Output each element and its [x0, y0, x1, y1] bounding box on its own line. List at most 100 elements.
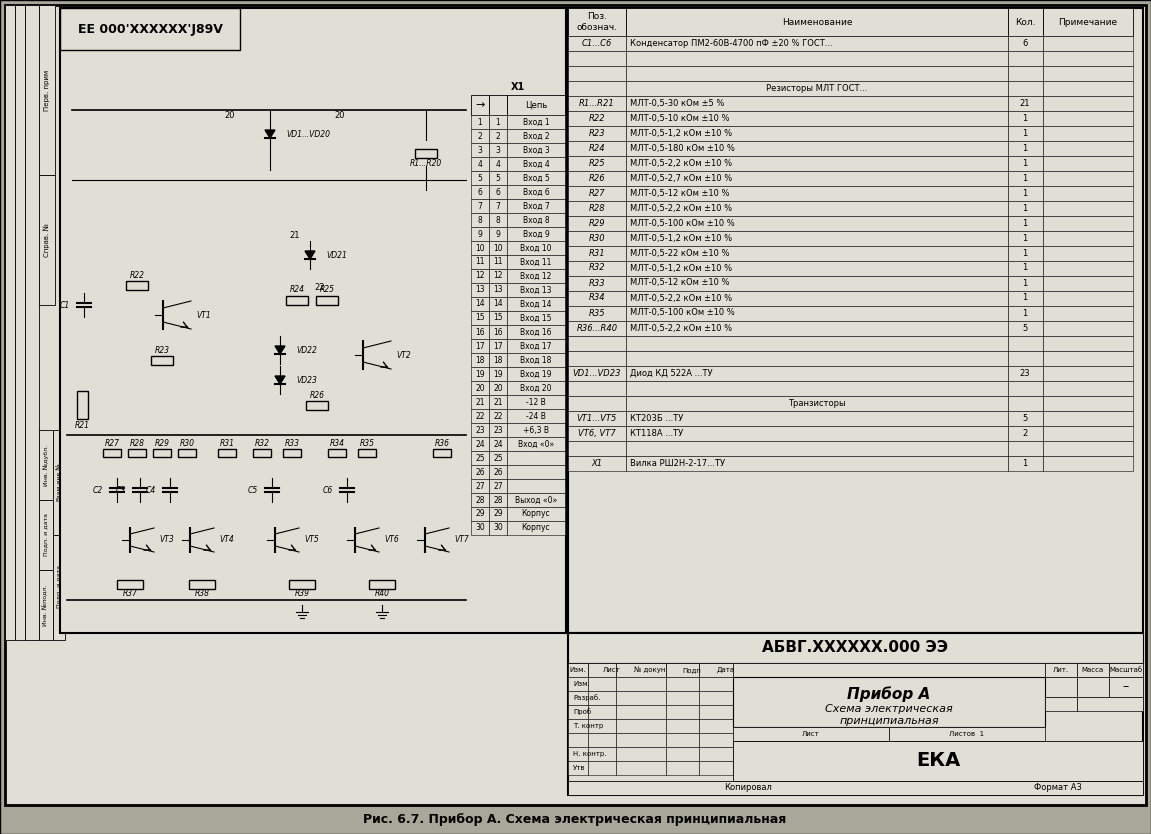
Text: VD1...VD23: VD1...VD23 — [573, 369, 622, 378]
Bar — [567, 201, 626, 216]
Bar — [489, 409, 506, 423]
Bar — [471, 255, 489, 269]
Text: Лист: Лист — [603, 667, 620, 673]
Text: 22: 22 — [314, 283, 326, 292]
Bar — [151, 356, 173, 365]
Bar — [1043, 261, 1133, 276]
Bar — [1043, 8, 1133, 36]
Bar — [117, 580, 143, 589]
Bar — [1008, 81, 1043, 96]
Bar — [471, 339, 489, 353]
Bar — [626, 96, 1008, 111]
Text: R35: R35 — [359, 439, 374, 448]
Bar — [666, 747, 699, 761]
Text: 29: 29 — [475, 510, 485, 519]
Text: Вход 5: Вход 5 — [523, 173, 549, 183]
Bar — [626, 441, 1008, 456]
Bar — [489, 353, 506, 367]
Text: ЕЕ 000'XXXXXX'J89V: ЕЕ 000'XXXXXX'J89V — [77, 23, 222, 36]
Bar — [471, 395, 489, 409]
Text: Подп. и дата: Подп. и дата — [44, 514, 48, 556]
Text: 3: 3 — [478, 145, 482, 154]
Bar — [506, 451, 565, 465]
Text: R35: R35 — [588, 309, 605, 318]
Text: МЛТ-0,5-2,2 кОм ±10 %: МЛТ-0,5-2,2 кОм ±10 % — [630, 324, 732, 333]
Text: C4: C4 — [146, 485, 157, 495]
Bar — [506, 381, 565, 395]
Bar — [506, 423, 565, 437]
Bar — [1043, 111, 1133, 126]
Bar — [626, 216, 1008, 231]
Bar — [1008, 441, 1043, 456]
Bar — [699, 677, 733, 691]
Text: Подп: Подп — [683, 667, 701, 673]
Bar — [471, 367, 489, 381]
Bar — [1043, 411, 1133, 426]
Text: R38: R38 — [195, 590, 209, 599]
Text: Вход 1: Вход 1 — [523, 118, 549, 127]
Text: –: – — [1123, 681, 1129, 694]
Text: VT1...VT5: VT1...VT5 — [577, 414, 617, 423]
Bar — [317, 296, 338, 305]
Text: R24: R24 — [290, 285, 305, 294]
Text: Вход 7: Вход 7 — [523, 202, 549, 210]
Bar — [471, 521, 489, 535]
Bar — [1043, 426, 1133, 441]
Bar — [567, 705, 588, 719]
Bar — [1008, 126, 1043, 141]
Bar — [489, 143, 506, 157]
Bar — [616, 761, 666, 775]
Text: Примечание: Примечание — [1059, 18, 1118, 27]
Text: МЛТ-0,5-1,2 кОм ±10 %: МЛТ-0,5-1,2 кОм ±10 % — [630, 264, 732, 273]
Text: Формат А3: Формат А3 — [1034, 783, 1082, 792]
Bar — [1008, 141, 1043, 156]
Bar — [1008, 261, 1043, 276]
Text: 12: 12 — [475, 272, 485, 280]
Bar — [1008, 456, 1043, 471]
Bar — [471, 213, 489, 227]
Polygon shape — [305, 251, 315, 259]
Bar — [1045, 697, 1077, 711]
Bar — [1008, 171, 1043, 186]
Text: Инв. №подл.: Инв. №подл. — [44, 585, 48, 626]
Bar — [733, 663, 1045, 693]
Text: 2: 2 — [1022, 429, 1028, 438]
Bar — [506, 395, 565, 409]
Bar — [1008, 111, 1043, 126]
Polygon shape — [265, 130, 275, 138]
Text: 26: 26 — [475, 468, 485, 476]
Text: 4: 4 — [496, 159, 501, 168]
Bar — [1043, 126, 1133, 141]
Text: R36: R36 — [434, 439, 450, 448]
Text: КТ118А ...ТУ: КТ118А ...ТУ — [630, 429, 684, 438]
Bar — [471, 479, 489, 493]
Bar — [567, 336, 626, 351]
Bar — [666, 691, 699, 705]
Text: 24: 24 — [493, 440, 503, 449]
Text: 6: 6 — [496, 188, 501, 197]
Text: 21: 21 — [475, 398, 485, 406]
Text: 1: 1 — [1022, 203, 1028, 213]
Bar — [128, 449, 146, 457]
Bar — [567, 691, 588, 705]
Bar — [1043, 81, 1133, 96]
Text: 24: 24 — [475, 440, 485, 449]
Bar — [489, 241, 506, 255]
Bar — [506, 339, 565, 353]
Bar — [1008, 246, 1043, 261]
Text: Цепь: Цепь — [525, 101, 547, 109]
Bar — [1043, 291, 1133, 306]
Text: R1...R21: R1...R21 — [579, 98, 615, 108]
Bar — [567, 663, 588, 677]
Text: VT4: VT4 — [219, 535, 234, 545]
Bar — [60, 8, 241, 50]
Bar — [506, 409, 565, 423]
Text: 11: 11 — [494, 258, 503, 267]
Text: Вход 18: Вход 18 — [520, 355, 551, 364]
Text: R28: R28 — [130, 439, 145, 448]
Bar — [666, 761, 699, 775]
Bar — [306, 401, 328, 410]
Text: Корпус: Корпус — [521, 510, 550, 519]
Text: +6,3 В: +6,3 В — [523, 425, 549, 435]
Text: 1: 1 — [1022, 143, 1028, 153]
